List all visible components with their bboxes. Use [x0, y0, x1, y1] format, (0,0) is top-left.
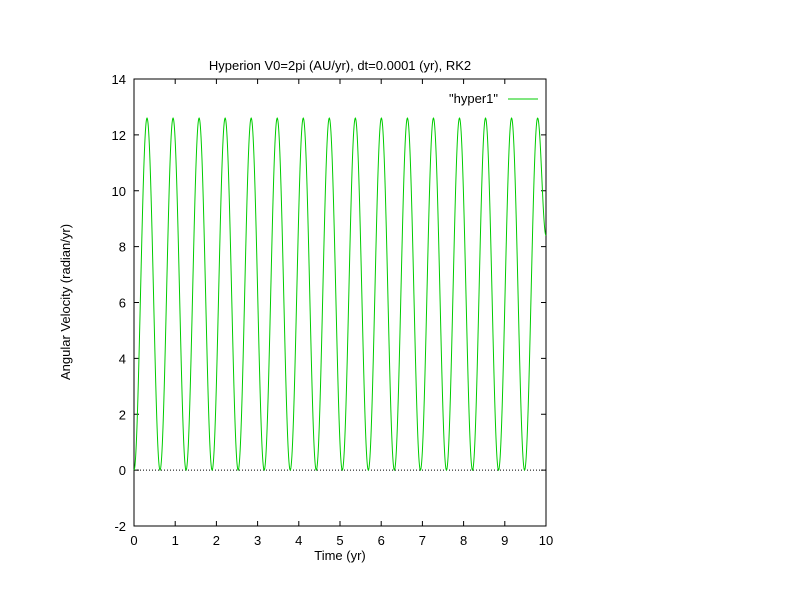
x-tick-label: 10 — [539, 533, 553, 548]
legend-label: "hyper1" — [449, 91, 498, 106]
y-tick-label: 2 — [119, 407, 126, 422]
x-tick-label: 5 — [336, 533, 343, 548]
series-line — [133, 117, 547, 472]
y-tick-label: 4 — [119, 351, 126, 366]
y-tick-label: 12 — [112, 128, 126, 143]
x-tick-label: 0 — [130, 533, 137, 548]
legend: "hyper1" — [449, 91, 538, 106]
x-tick-label: 1 — [172, 533, 179, 548]
y-axis-label: Angular Velocity (radian/yr) — [58, 224, 73, 380]
x-axis-label: Time (yr) — [314, 548, 366, 563]
x-tick-label: 8 — [460, 533, 467, 548]
chart-title: Hyperion V0=2pi (AU/yr), dt=0.0001 (yr),… — [209, 58, 471, 73]
y-tick-label: 14 — [112, 72, 126, 87]
plot-frame — [133, 78, 547, 527]
x-tick-label: 9 — [501, 533, 508, 548]
x-tick-label: 7 — [419, 533, 426, 548]
y-tick-label: -2 — [114, 519, 126, 534]
y-tick-label: 0 — [119, 463, 126, 478]
y-tick-label: 10 — [112, 184, 126, 199]
x-tick-label: 6 — [378, 533, 385, 548]
y-tick-label: 6 — [119, 296, 126, 311]
x-tick-label: 2 — [213, 533, 220, 548]
x-tick-label: 3 — [254, 533, 261, 548]
x-tick-label: 4 — [295, 533, 302, 548]
y-tick-label: 8 — [119, 240, 126, 255]
